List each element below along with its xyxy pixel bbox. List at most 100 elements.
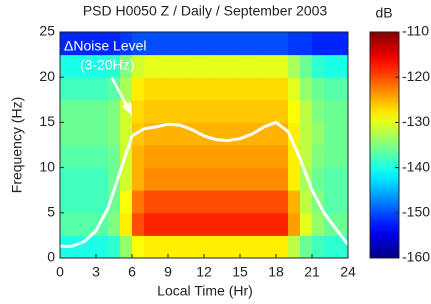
heatmap-cell: [228, 55, 241, 78]
heatmap-cell: [72, 122, 85, 145]
heatmap-cell: [312, 32, 325, 55]
heatmap-cell: [96, 100, 109, 123]
heatmap-cell: [252, 100, 265, 123]
heatmap-cell: [156, 100, 169, 123]
heatmap-cell: [120, 213, 133, 236]
heatmap-cell: [60, 168, 73, 191]
heatmap-cell: [324, 55, 337, 78]
heatmap-cell: [288, 77, 301, 100]
heatmap-cell: [336, 55, 349, 78]
heatmap-cell: [204, 168, 217, 191]
heatmap-cell: [144, 77, 157, 100]
heatmap-cell: [204, 235, 217, 258]
heatmap-cell: [192, 213, 205, 236]
heatmap-cell: [228, 190, 241, 213]
heatmap-cell: [156, 77, 169, 100]
heatmap-cell: [228, 122, 241, 145]
heatmap-cell: [192, 32, 205, 55]
heatmap-cell: [108, 122, 121, 145]
heatmap-cell: [72, 190, 85, 213]
heatmap-cell: [216, 100, 229, 123]
heatmap-cell: [168, 235, 181, 258]
heatmap-cell: [60, 77, 73, 100]
heatmap-cell: [216, 190, 229, 213]
heatmap-cell: [216, 145, 229, 168]
heatmap-cell: [132, 145, 145, 168]
heatmap-cell: [168, 190, 181, 213]
heatmap-cell: [312, 55, 325, 78]
heatmap-cell: [168, 32, 181, 55]
heatmap-cell: [216, 32, 229, 55]
heatmap-cell: [252, 213, 265, 236]
heatmap-cell: [288, 168, 301, 191]
heatmap-cell: [288, 235, 301, 258]
heatmap-cell: [96, 235, 109, 258]
heatmap-cell: [96, 77, 109, 100]
heatmap-cell: [144, 235, 157, 258]
heatmap-cell: [264, 145, 277, 168]
heatmap-cell: [204, 190, 217, 213]
x-tick-label: 15: [232, 264, 248, 280]
heatmap-cell: [276, 77, 289, 100]
heatmap-cell: [132, 190, 145, 213]
heatmap-cell: [192, 55, 205, 78]
heatmap-cell: [168, 213, 181, 236]
heatmap-cell: [276, 100, 289, 123]
heatmap-cell: [108, 145, 121, 168]
heatmap-cell: [180, 100, 193, 123]
x-tick-label: 12: [196, 264, 212, 280]
heatmap-cell: [216, 122, 229, 145]
heatmap-cell: [312, 168, 325, 191]
x-tick-label: 24: [340, 264, 356, 280]
heatmap-cell: [240, 213, 253, 236]
heatmap-cell: [252, 145, 265, 168]
heatmap-cell: [108, 235, 121, 258]
heatmap-cell: [240, 235, 253, 258]
x-tick-label: 18: [268, 264, 284, 280]
heatmap-cell: [300, 55, 313, 78]
heatmap-cell: [240, 100, 253, 123]
heatmap-cell: [168, 77, 181, 100]
heatmap-cell: [180, 145, 193, 168]
heatmap-cell: [228, 145, 241, 168]
x-tick-label: 9: [164, 264, 172, 280]
heatmap-cell: [168, 55, 181, 78]
heatmap-cell: [168, 100, 181, 123]
heatmap-cell: [120, 190, 133, 213]
heatmap-cell: [300, 100, 313, 123]
heatmap-cell: [84, 168, 97, 191]
heatmap-cell: [204, 213, 217, 236]
chart-title: PSD H0050 Z / Daily / September 2003: [83, 3, 328, 19]
heatmap-cell: [276, 32, 289, 55]
heatmap-cell: [180, 190, 193, 213]
heatmap-cell: [132, 100, 145, 123]
heatmap-cell: [156, 145, 169, 168]
colorbar-tick-label: -120: [402, 68, 430, 84]
heatmap-cell: [204, 145, 217, 168]
heatmap-cell: [156, 213, 169, 236]
heatmap-cell: [312, 122, 325, 145]
heatmap-cell: [156, 190, 169, 213]
x-tick-label: 6: [128, 264, 136, 280]
heatmap-cell: [84, 122, 97, 145]
heatmap-cell: [300, 190, 313, 213]
heatmap-cell: [312, 235, 325, 258]
heatmap-cell: [156, 168, 169, 191]
heatmap-cell: [72, 168, 85, 191]
heatmap-cell: [240, 55, 253, 78]
heatmap-cell: [108, 100, 121, 123]
heatmap-cell: [96, 145, 109, 168]
heatmap-cell: [216, 55, 229, 78]
heatmap-cell: [336, 145, 349, 168]
heatmap-cell: [204, 55, 217, 78]
heatmap-cell: [324, 145, 337, 168]
heatmap-cell: [264, 100, 277, 123]
heatmap-cell: [252, 77, 265, 100]
heatmap-cell: [156, 55, 169, 78]
heatmap-cell: [192, 235, 205, 258]
heatmap-cell: [276, 168, 289, 191]
heatmap-cell: [324, 190, 337, 213]
heatmap-cell: [264, 77, 277, 100]
heatmap-cell: [144, 213, 157, 236]
heatmap-cell: [84, 77, 97, 100]
